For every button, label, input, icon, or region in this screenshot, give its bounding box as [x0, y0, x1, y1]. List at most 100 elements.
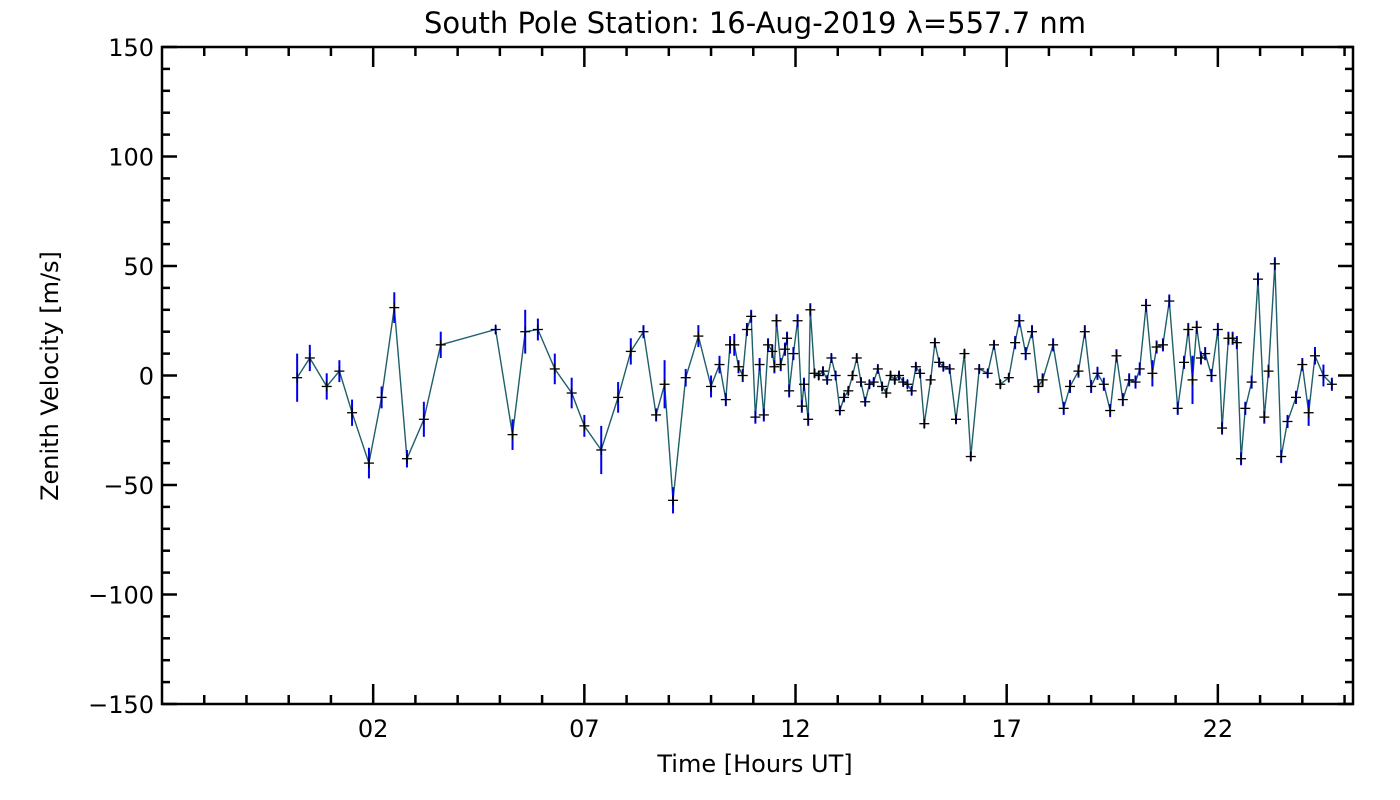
- data-point: [1033, 381, 1044, 392]
- data-point: [490, 324, 501, 335]
- data-point: [847, 370, 858, 381]
- data-point: [651, 409, 662, 420]
- y-tick-label: 0: [139, 363, 154, 391]
- data-point: [813, 370, 824, 381]
- data-point: [1269, 258, 1280, 269]
- data-point: [1200, 348, 1211, 359]
- data-point: [1010, 337, 1021, 348]
- x-tick-label: 17: [991, 715, 1022, 743]
- y-axis-label: Zenith Velocity [m/s]: [36, 251, 64, 501]
- data-point: [1151, 342, 1162, 353]
- data-point: [792, 315, 803, 326]
- data-point: [1003, 372, 1014, 383]
- data-point: [596, 444, 607, 455]
- data-point: [321, 381, 332, 392]
- x-axis: 02 07 12 17 22: [202, 47, 1346, 743]
- data-point: [1206, 370, 1217, 381]
- data-point: [758, 409, 769, 420]
- data-point: [798, 379, 809, 390]
- chart-title: South Pole Station: 16-Aug-2019 λ=557.7 …: [424, 6, 1086, 40]
- x-tick-label: 07: [569, 715, 600, 743]
- data-point: [746, 311, 757, 322]
- y-tick-label: 100: [108, 144, 154, 172]
- data-point: [982, 368, 993, 379]
- data-point: [782, 333, 793, 344]
- data-point: [363, 458, 374, 469]
- data-point: [1014, 315, 1025, 326]
- data-point: [1191, 322, 1202, 333]
- data-point: [779, 344, 790, 355]
- x-tick-label: 02: [358, 715, 389, 743]
- data-point: [784, 385, 795, 396]
- data-point: [435, 339, 446, 350]
- data-point: [1217, 423, 1228, 434]
- data-point: [729, 339, 740, 350]
- data-point: [1263, 366, 1274, 377]
- data-point: [401, 453, 412, 464]
- data-point: [885, 370, 896, 381]
- data-point: [1130, 377, 1141, 388]
- data-point: [989, 339, 1000, 350]
- data-point: [750, 412, 761, 423]
- data-point: [974, 363, 985, 374]
- data-point: [1037, 374, 1048, 385]
- data-point: [1212, 324, 1223, 335]
- data-point: [304, 352, 315, 363]
- data-point: [347, 407, 358, 418]
- data-point: [1073, 366, 1084, 377]
- data-point: [1309, 350, 1320, 361]
- data-point: [767, 346, 778, 357]
- data-point: [507, 429, 518, 440]
- data-point: [1231, 337, 1242, 348]
- data-point: [915, 368, 926, 379]
- data-point: [1236, 453, 1247, 464]
- data-point: [741, 324, 752, 335]
- y-tick-label: 150: [108, 34, 154, 62]
- y-tick-label: −150: [88, 691, 154, 719]
- data-point: [893, 370, 904, 381]
- data-point: [520, 326, 531, 337]
- data-point: [668, 495, 679, 506]
- data-point: [803, 414, 814, 425]
- data-point: [1048, 339, 1059, 350]
- data-point: [659, 379, 670, 390]
- data-point: [822, 374, 833, 385]
- data-point: [1276, 451, 1287, 462]
- data-point: [1065, 381, 1076, 392]
- y-tick-label: −100: [88, 582, 154, 610]
- data-point: [334, 366, 345, 377]
- data-point: [1147, 368, 1158, 379]
- data-point: [625, 346, 636, 357]
- data-point: [638, 326, 649, 337]
- data-point: [1086, 381, 1097, 392]
- data-point: [737, 370, 748, 381]
- data-point: [796, 401, 807, 412]
- x-tick-label: 12: [780, 715, 811, 743]
- data-point: [868, 377, 879, 388]
- data-point: [714, 359, 725, 370]
- y-tick-label: 50: [123, 253, 154, 281]
- data-point: [843, 385, 854, 396]
- data-point: [1282, 416, 1293, 427]
- data-point: [1297, 359, 1308, 370]
- data-point: [965, 451, 976, 462]
- data-point: [706, 381, 717, 392]
- data-point: [830, 370, 841, 381]
- data-point: [1252, 274, 1263, 285]
- data-point: [898, 377, 909, 388]
- data-point: [389, 302, 400, 313]
- data-point: [1187, 374, 1198, 385]
- data-point: [1259, 412, 1270, 423]
- data-point: [1092, 368, 1103, 379]
- data-point: [1124, 374, 1135, 385]
- data-point: [720, 394, 731, 405]
- data-point: [1079, 326, 1090, 337]
- data-point: [771, 315, 782, 326]
- y-axis: 150 100 50 0 −50 −100 −150: [88, 34, 1353, 719]
- data-point: [826, 352, 837, 363]
- data-point: [376, 392, 387, 403]
- data-point: [579, 420, 590, 431]
- data-point: [1105, 405, 1116, 416]
- data-point: [532, 324, 543, 335]
- data-point: [763, 339, 774, 350]
